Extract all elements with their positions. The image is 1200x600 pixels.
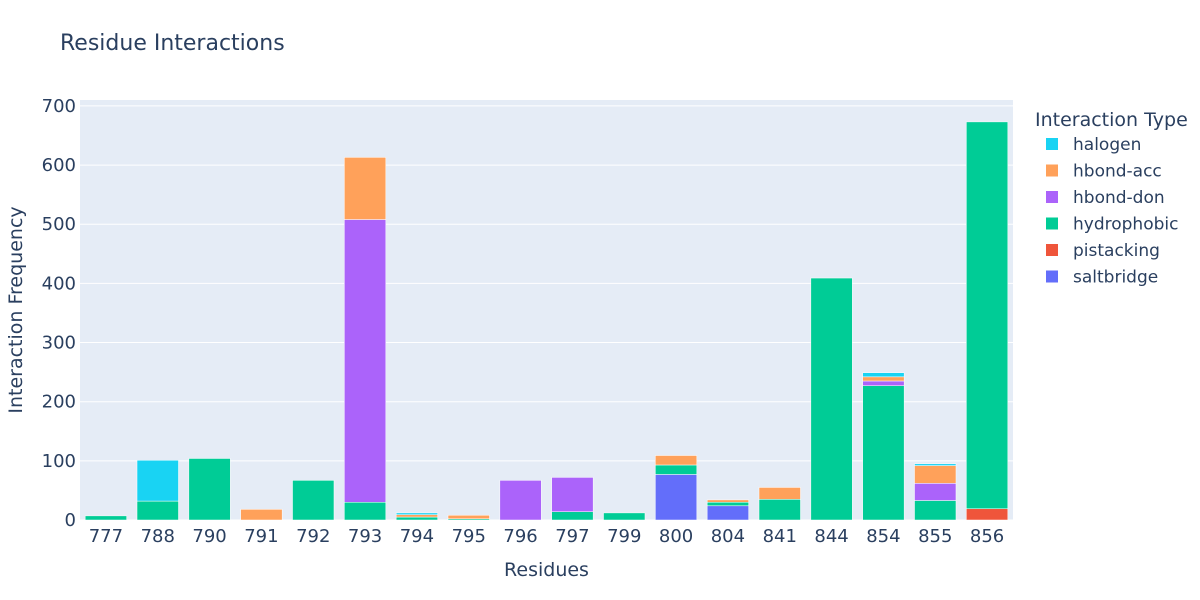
x-tick-label: 792 (296, 526, 330, 547)
x-tick-label: 791 (244, 526, 278, 547)
bar-hydrophobic-788 (136, 500, 179, 521)
bar-hbond-don-797 (551, 477, 594, 512)
legend-item-halogen[interactable]: halogen (1046, 135, 1141, 155)
legend-swatch (1046, 270, 1058, 283)
bar-hydrophobic-800 (655, 464, 698, 475)
x-tick-label: 856 (970, 526, 1004, 547)
legend-label: hydrophobic (1073, 215, 1178, 235)
legend-title: Interaction Type (1035, 109, 1188, 131)
x-tick-label: 844 (814, 526, 848, 547)
bar-hbond-don-793 (344, 219, 387, 503)
bar-hbond-don-855 (914, 483, 957, 501)
plot-area (80, 100, 1013, 520)
bar-hydrophobic-790 (188, 458, 231, 521)
bar-hbond-don-854 (862, 380, 905, 386)
legend-label: hbond-don (1073, 188, 1165, 208)
legend[interactable]: Interaction Type halogen hbond-acc hbond-d… (1035, 109, 1188, 288)
bar-halogen-855 (914, 463, 957, 466)
legend-label: hbond-acc (1073, 162, 1162, 182)
bar-hydrophobic-777 (84, 515, 127, 521)
y-axis-ticks: 0 100 200 300 400 500 600 700 (42, 96, 76, 531)
bar-hbond-don-796 (499, 480, 542, 521)
y-tick-label: 700 (42, 96, 76, 117)
bar-hydrophobic-854 (862, 385, 905, 521)
bar-hydrophobic-792 (292, 480, 335, 521)
legend-item-saltbridge[interactable]: saltbridge (1046, 268, 1158, 288)
bar-hydrophobic-799 (603, 512, 646, 521)
x-tick-label: 795 (452, 526, 486, 547)
bar-hbond-acc-855 (914, 465, 957, 484)
gridlines (80, 105, 1013, 521)
bar-hbond-acc-804 (706, 499, 749, 503)
y-tick-label: 600 (42, 155, 76, 176)
bar-hbond-acc-791 (240, 509, 283, 521)
bar-hydrophobic-844 (810, 277, 853, 521)
bar-hbond-acc-795 (447, 515, 490, 520)
legend-swatch (1046, 191, 1058, 203)
bar-hydrophobic-797 (551, 511, 594, 521)
legend-item-hydrophobic[interactable]: hydrophobic (1046, 215, 1178, 235)
x-tick-label: 855 (918, 526, 952, 547)
bar-halogen-854 (862, 372, 905, 378)
x-tick-label: 788 (141, 526, 175, 547)
legend-swatch (1046, 244, 1058, 256)
x-tick-label: 790 (192, 526, 226, 547)
legend-swatch (1046, 217, 1058, 230)
bar-pistacking-856 (966, 508, 1009, 521)
x-tick-label: 854 (866, 526, 900, 547)
bar-hydrophobic-841 (758, 499, 801, 521)
x-tick-label: 797 (555, 526, 589, 547)
bar-saltbridge-800 (655, 474, 698, 521)
chart-title: Residue Interactions (60, 31, 285, 56)
x-tick-label: 799 (607, 526, 641, 547)
bar-hbond-acc-794 (395, 514, 438, 518)
bar-hydrophobic-793 (344, 502, 387, 521)
x-tick-label: 800 (659, 526, 693, 547)
legend-label: halogen (1073, 135, 1141, 155)
legend-item-hbond-acc[interactable]: hbond-acc (1046, 162, 1162, 182)
x-tick-label: 777 (89, 526, 123, 547)
bar-hbond-acc-800 (655, 455, 698, 466)
legend-item-pistacking[interactable]: pistacking (1046, 241, 1160, 261)
legend-label: pistacking (1073, 241, 1160, 261)
bar-hydrophobic-856 (966, 121, 1009, 510)
y-tick-label: 0 (65, 510, 76, 531)
legend-item-hbond-don[interactable]: hbond-don (1046, 188, 1165, 208)
bar-halogen-788 (136, 460, 179, 502)
legend-swatch (1046, 164, 1058, 177)
x-axis-ticks: 777 788 790 791 792 793 794 795 796 797 799 800 804 8… (89, 526, 1005, 547)
y-tick-label: 200 (42, 392, 76, 413)
bar-halogen-794 (395, 512, 438, 515)
x-tick-label: 794 (400, 526, 434, 547)
x-axis-title: Residues (504, 559, 589, 581)
bar-hydrophobic-855 (914, 500, 957, 521)
legend-label: saltbridge (1073, 268, 1158, 288)
bar-hydrophobic-794 (395, 516, 438, 521)
bar-hbond-acc-793 (344, 157, 387, 220)
legend-swatch (1046, 138, 1058, 150)
bar-hbond-acc-841 (758, 487, 801, 500)
bar-hbond-acc-854 (862, 376, 905, 382)
y-tick-label: 400 (42, 273, 76, 294)
y-tick-label: 500 (42, 214, 76, 235)
x-tick-label: 796 (503, 526, 537, 547)
x-tick-label: 804 (711, 526, 745, 547)
bars (84, 121, 1009, 521)
x-tick-label: 841 (763, 526, 797, 547)
bar-saltbridge-804 (706, 505, 749, 521)
y-axis-title: Interaction Frequency (5, 206, 27, 413)
x-tick-label: 793 (348, 526, 382, 547)
bar-hydrophobic-804 (706, 502, 749, 507)
y-tick-label: 100 (42, 451, 76, 472)
y-tick-label: 300 (42, 333, 76, 354)
